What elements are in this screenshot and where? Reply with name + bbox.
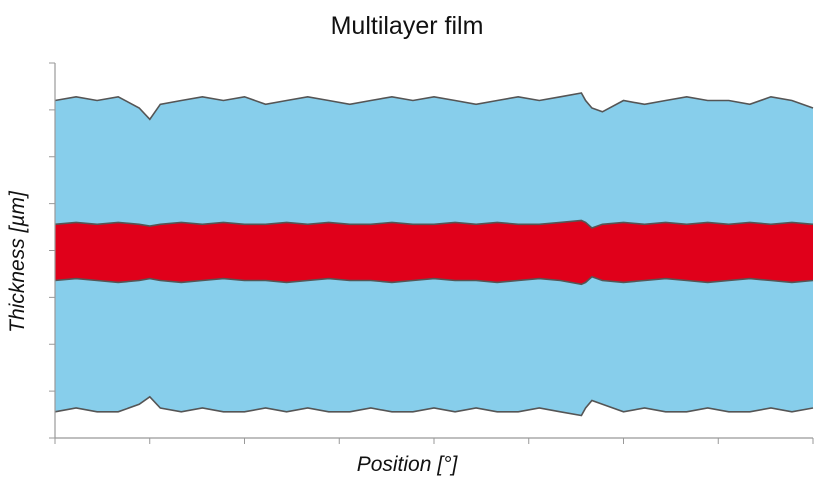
series-upper-edge-2: [54, 219, 814, 229]
series-band-2: [55, 220, 813, 285]
series-layer: [54, 92, 814, 417]
series-lower-edge-2: [54, 275, 814, 286]
series-upper-edge-1: [54, 92, 814, 121]
series-lower-edge-1: [54, 395, 814, 417]
chart-title: Multilayer film: [330, 12, 484, 40]
x-axis-label: Position [°]: [356, 453, 458, 476]
axes-layer: [49, 62, 814, 444]
